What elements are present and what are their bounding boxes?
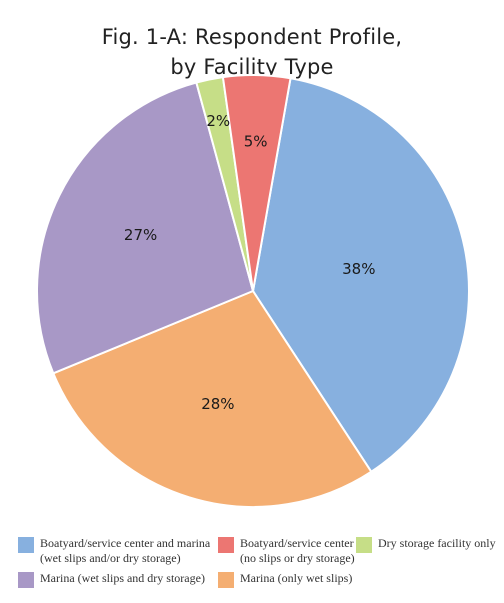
pie-chart: 38% 28% 27% 2% 5% xyxy=(36,74,470,508)
legend-item-boatyard-only: Boatyard/service center (no slips or dry… xyxy=(218,536,355,566)
chart-title: Fig. 1-A: Respondent Profile, by Facilit… xyxy=(0,22,504,82)
pie-label-boatyard-only: 5% xyxy=(244,132,268,150)
legend-swatch-boatyard-only xyxy=(218,537,234,553)
legend: Boatyard/service center and marina (wet … xyxy=(0,534,504,603)
legend-item-dry-storage-only: Dry storage facility only xyxy=(356,536,496,553)
pie-label-marina-wet-and-dry: 27% xyxy=(124,226,157,244)
legend-label-boatyard-and-marina-line-1: Boatyard/service center and marina xyxy=(40,536,211,550)
pie-slice-marina-only-wet xyxy=(51,289,373,508)
legend-swatch-marina-only-wet xyxy=(218,572,234,588)
legend-label-dry-storage-only: Dry storage facility only xyxy=(378,536,496,550)
legend-item-boatyard-and-marina: Boatyard/service center and marina (wet … xyxy=(18,536,210,566)
legend-label-boatyard-only-line-1: Boatyard/service center xyxy=(240,536,354,550)
pie-label-dry-storage-only: 2% xyxy=(206,112,230,130)
legend-item-marina-only-wet: Marina (only wet slips) xyxy=(218,571,352,588)
legend-swatch-marina-wet-and-dry xyxy=(18,572,34,588)
legend-swatch-boatyard-and-marina xyxy=(18,537,34,553)
pie-slice-marina-wet-and-dry xyxy=(36,81,255,375)
legend-label-marina-only-wet: Marina (only wet slips) xyxy=(240,571,353,585)
legend-item-marina-wet-and-dry: Marina (wet slips and dry storage) xyxy=(18,571,205,588)
legend-swatch-dry-storage-only xyxy=(356,537,372,553)
pie-label-boatyard-and-marina: 38% xyxy=(342,260,375,278)
legend-label-boatyard-and-marina-line-2: (wet slips and/or dry storage) xyxy=(40,551,181,565)
legend-label-boatyard-only-line-2: (no slips or dry storage) xyxy=(240,551,355,565)
pie-label-marina-only-wet: 28% xyxy=(201,395,234,413)
pie-slice-boatyard-only xyxy=(221,74,292,292)
legend-label-marina-wet-and-dry: Marina (wet slips and dry storage) xyxy=(40,571,205,585)
chart-title-line-1: Fig. 1-A: Respondent Profile, xyxy=(101,25,403,50)
